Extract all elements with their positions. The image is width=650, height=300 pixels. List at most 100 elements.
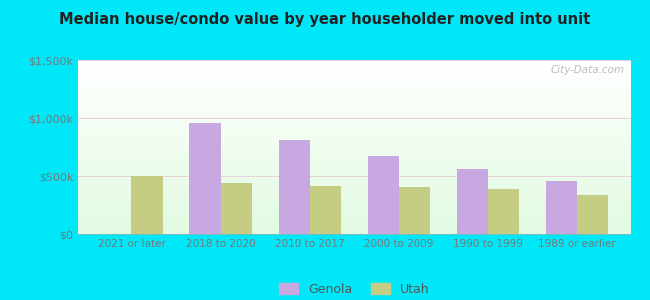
Bar <box>78 60 630 61</box>
Bar <box>78 135 630 136</box>
Bar <box>78 117 630 118</box>
Bar <box>78 61 630 62</box>
Bar <box>78 97 630 98</box>
Bar <box>78 131 630 132</box>
Bar <box>78 213 630 214</box>
Bar <box>78 88 630 89</box>
Bar <box>78 120 630 121</box>
Bar <box>78 134 630 135</box>
Bar <box>78 220 630 221</box>
Bar <box>78 99 630 100</box>
Bar <box>78 148 630 149</box>
Legend: Genola, Utah: Genola, Utah <box>274 278 434 300</box>
Bar <box>78 233 630 234</box>
Bar <box>78 89 630 90</box>
Bar <box>78 107 630 108</box>
Bar <box>78 83 630 84</box>
Bar <box>78 95 630 96</box>
Bar <box>546 181 577 234</box>
Bar <box>368 156 399 234</box>
Bar <box>78 200 630 201</box>
Bar <box>78 143 630 144</box>
Bar <box>78 157 630 158</box>
Bar <box>78 151 630 152</box>
Bar <box>78 63 630 64</box>
Bar <box>78 82 630 83</box>
Bar <box>78 142 630 143</box>
Bar <box>78 204 630 205</box>
Bar <box>78 184 630 185</box>
Bar <box>131 176 162 234</box>
Bar <box>78 79 630 80</box>
Bar <box>78 192 630 193</box>
Bar <box>78 189 630 190</box>
Bar <box>220 183 252 234</box>
Bar <box>78 224 630 225</box>
Bar <box>457 169 488 234</box>
Bar <box>78 202 630 203</box>
Bar <box>78 228 630 229</box>
Bar <box>78 186 630 187</box>
Bar <box>78 109 630 110</box>
Bar <box>78 210 630 211</box>
Bar <box>78 92 630 93</box>
Bar <box>78 201 630 202</box>
Bar <box>78 138 630 139</box>
Bar <box>78 115 630 116</box>
Bar <box>78 178 630 179</box>
Bar <box>78 126 630 127</box>
Bar <box>78 84 630 85</box>
Bar <box>78 166 630 167</box>
Bar <box>78 85 630 86</box>
Bar <box>78 108 630 109</box>
Bar <box>78 160 630 161</box>
Bar <box>78 164 630 165</box>
Bar <box>78 211 630 212</box>
Bar <box>78 141 630 142</box>
Bar <box>309 186 341 234</box>
Bar <box>78 147 630 148</box>
Bar <box>78 221 630 222</box>
Bar <box>78 149 630 150</box>
Bar <box>78 218 630 219</box>
Bar <box>78 150 630 151</box>
Bar <box>78 66 630 67</box>
Bar <box>78 116 630 117</box>
Bar <box>78 104 630 105</box>
Bar <box>78 67 630 68</box>
Bar <box>78 105 630 106</box>
Bar <box>78 118 630 119</box>
Bar <box>78 205 630 206</box>
Bar <box>78 196 630 197</box>
Bar <box>78 137 630 138</box>
Bar <box>78 80 630 81</box>
Bar <box>78 179 630 180</box>
Bar <box>78 113 630 114</box>
Bar <box>78 153 630 154</box>
Bar <box>78 114 630 115</box>
Bar <box>78 207 630 208</box>
Bar <box>78 70 630 71</box>
Bar <box>78 208 630 209</box>
Bar <box>78 206 630 207</box>
Bar <box>78 139 630 140</box>
Bar <box>78 64 630 65</box>
Bar <box>577 195 608 234</box>
Bar <box>78 111 630 112</box>
Bar <box>78 168 630 169</box>
Bar <box>78 124 630 125</box>
Bar <box>78 195 630 196</box>
Bar <box>78 132 630 133</box>
Bar <box>78 82 630 83</box>
Bar <box>78 87 630 88</box>
Bar <box>78 152 630 153</box>
Bar <box>78 181 630 182</box>
Bar <box>78 74 630 75</box>
Bar <box>78 98 630 99</box>
Bar <box>78 121 630 122</box>
Bar <box>78 145 630 146</box>
Bar <box>78 96 630 97</box>
Bar <box>78 198 630 199</box>
Bar <box>78 217 630 218</box>
Bar <box>78 232 630 233</box>
